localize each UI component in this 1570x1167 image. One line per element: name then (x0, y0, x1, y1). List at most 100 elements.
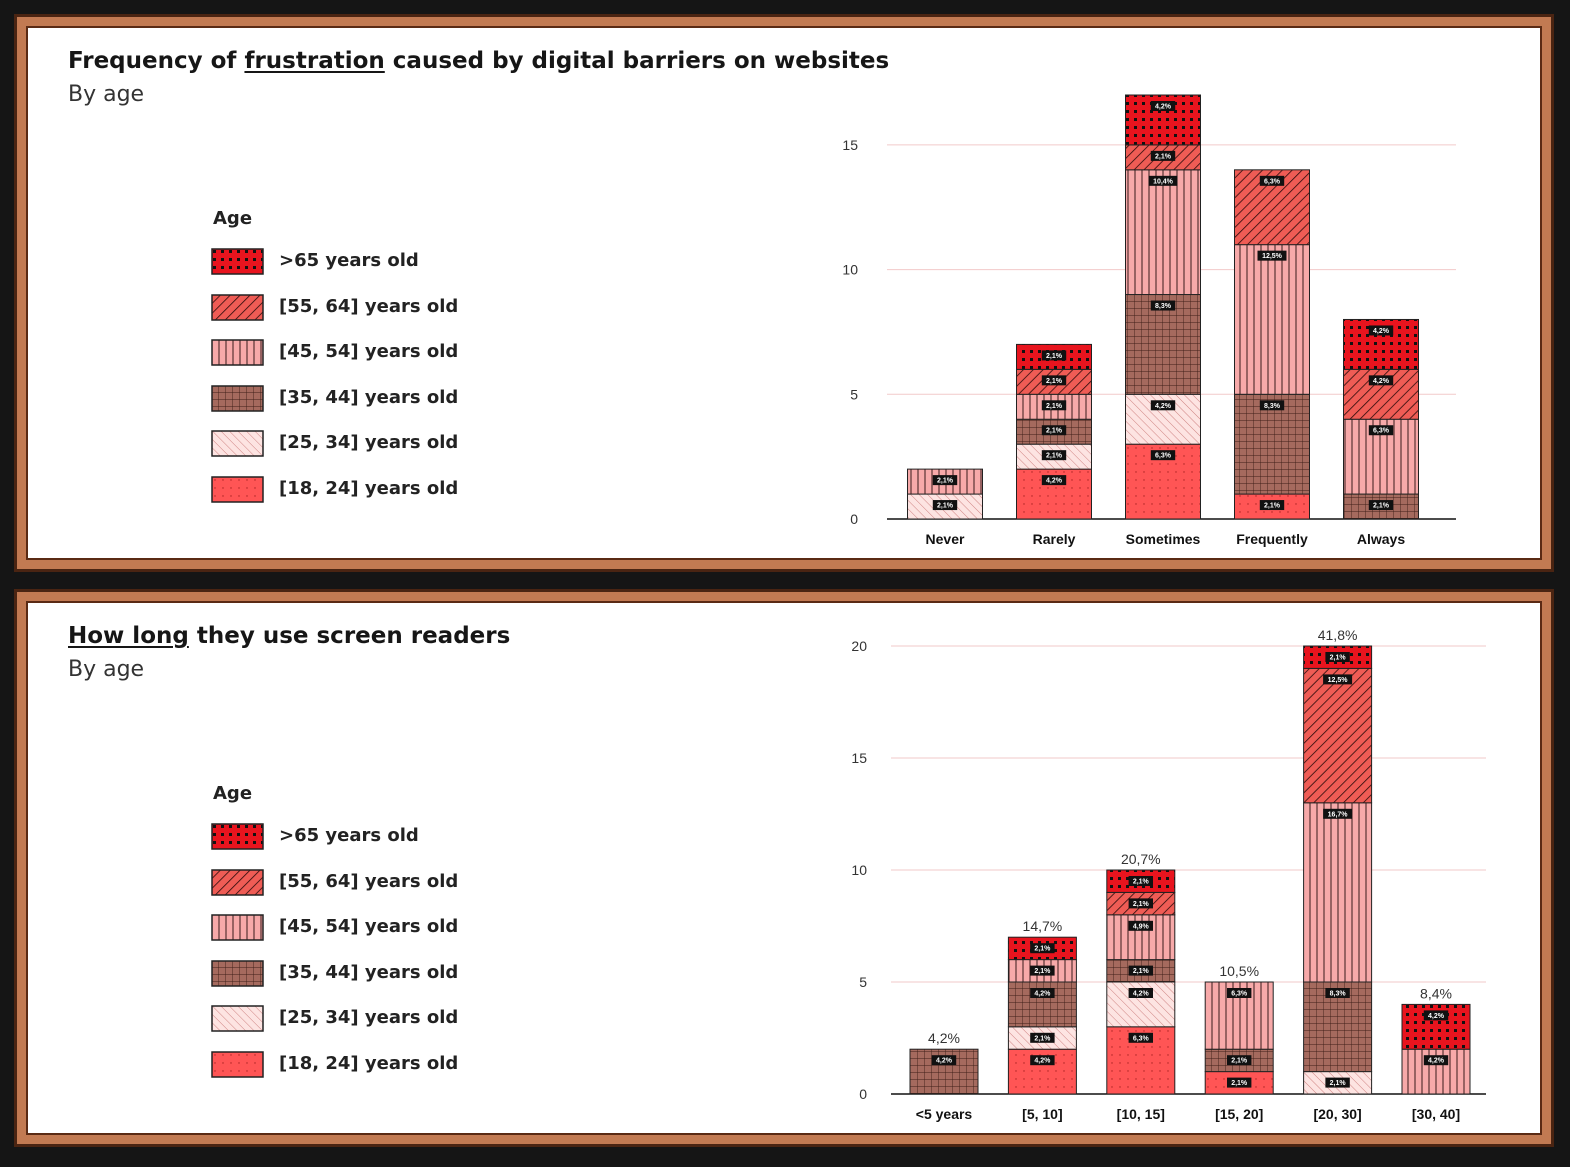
legend-label: [45, 54] years old (279, 916, 459, 937)
segment-label-bg (1368, 500, 1394, 511)
x-tick-label: Frequently (1236, 531, 1308, 547)
segment-label: 2,1% (1046, 453, 1063, 460)
total-label: 14,7% (1023, 918, 1063, 934)
segment-label-bg (1368, 425, 1394, 436)
legend-swatch (211, 1050, 264, 1078)
segment-label-bg (1368, 375, 1394, 386)
legend-label: [18, 24] years old (279, 1052, 459, 1074)
bar-segment (1125, 169, 1201, 296)
legend-label: [55, 64] years old (279, 870, 459, 892)
total-label: 10,5% (1219, 963, 1259, 979)
segment-label: 6,3% (1133, 1035, 1150, 1042)
stacked-bar-chart: 0 5 10 15 20 4,2% 4,2% <5 years 4,2% 2,1% 4,2% 2,1%… (851, 627, 1486, 1122)
segment-label: 2,1% (1046, 353, 1063, 360)
segment-label: 2,1% (1046, 428, 1063, 435)
bar-segment (1303, 802, 1373, 983)
segment-label: 12,5% (1262, 253, 1283, 260)
segment-label: 8,3% (1155, 303, 1172, 310)
legend-swatch (211, 384, 264, 412)
segment-label-bg (1150, 400, 1176, 411)
segment-label-bg (932, 500, 958, 511)
segment-label-bg (1041, 400, 1067, 411)
segment-label: 2,1% (1034, 968, 1051, 975)
segment-label: 4,2% (1373, 378, 1390, 385)
chart-title: Frequency of frustration caused by digit… (68, 48, 889, 74)
title-part: Frequency of (68, 48, 245, 74)
segment-label-bg (1423, 1055, 1449, 1066)
segment-label: 4,2% (1428, 1058, 1445, 1065)
total-label: 8,4% (1420, 985, 1452, 1001)
segment-label-bg (1041, 375, 1067, 386)
legend-swatch (211, 823, 264, 850)
segment-label: 2,1% (1373, 503, 1390, 510)
segment-label: 8,3% (1264, 403, 1281, 410)
segment-label: 6,3% (1264, 178, 1281, 185)
bar-segment (1125, 94, 1201, 146)
segment-label-bg (1323, 808, 1353, 819)
segment-label: 6,3% (1231, 991, 1248, 998)
chart-subtitle: By age (68, 657, 145, 682)
segment-label-bg (1041, 425, 1067, 436)
legend-swatch (211, 959, 264, 987)
legend-swatch (211, 339, 264, 366)
y-tick-label: 15 (842, 137, 858, 153)
legend-label: [45, 54] years old (279, 341, 459, 362)
segment-label: 2,1% (1231, 1058, 1248, 1065)
segment-label-bg (1128, 920, 1153, 931)
segment-label: 4,2% (936, 1058, 953, 1065)
segment-label-bg (1030, 943, 1055, 954)
segment-label: 4,2% (1373, 328, 1390, 335)
segment-label-bg (1128, 965, 1153, 976)
segment-label-bg (1128, 898, 1153, 909)
title-part: they use screen readers (188, 623, 511, 649)
segment-label-bg (1030, 1055, 1055, 1066)
segment-label-bg (1128, 876, 1153, 886)
y-tick-label: 10 (851, 862, 867, 878)
segment-label: 4,9% (1133, 923, 1150, 930)
chart-card: Frequency of frustration caused by digit… (26, 26, 1542, 560)
total-label: 4,2% (928, 1030, 960, 1046)
legend-label: >65 years old (279, 825, 419, 846)
bar-segment (1125, 294, 1201, 395)
x-tick-label: [15, 20] (1215, 1106, 1263, 1122)
segment-label: 8,3% (1330, 991, 1347, 998)
x-tick-label: Rarely (1033, 531, 1076, 547)
segment-label-bg (1325, 652, 1350, 662)
segment-label-bg (1041, 475, 1067, 486)
legend-label: [25, 34] years old (279, 432, 459, 453)
segment-label: 2,1% (1330, 655, 1347, 662)
legend-title: Age (213, 783, 253, 804)
segment-label-bg (1148, 175, 1178, 186)
title-emphasis: frustration (244, 48, 385, 74)
legend-swatch (211, 1005, 264, 1032)
segment-label-bg (1128, 988, 1153, 998)
segment-label: 2,1% (1264, 503, 1281, 510)
segment-label: 2,1% (1046, 403, 1063, 410)
segment-label: 2,1% (1133, 968, 1150, 975)
segment-label: 10,4% (1153, 178, 1174, 185)
legend-label: [25, 34] years old (279, 1007, 459, 1028)
segment-label: 4,2% (1155, 403, 1172, 410)
y-tick-label: 5 (859, 974, 867, 990)
y-tick-label: 20 (851, 638, 867, 654)
segment-label: 2,1% (1155, 153, 1172, 160)
legend-swatch (211, 475, 264, 503)
segment-label-bg (1423, 1010, 1449, 1021)
segment-label: 2,1% (937, 503, 954, 510)
segment-label: 2,1% (1034, 946, 1051, 953)
segment-label-bg (1128, 1032, 1153, 1043)
segment-label-bg (1325, 1077, 1350, 1088)
legend-swatch (211, 293, 264, 321)
segment-label-bg (1259, 500, 1285, 511)
x-tick-label: [30, 40] (1412, 1106, 1460, 1122)
segment-label: 4,2% (1034, 1058, 1051, 1065)
legend-title: Age (213, 208, 253, 229)
segment-label-bg (931, 1055, 957, 1066)
segment-label: 2,1% (1330, 1080, 1347, 1087)
segment-label-bg (1150, 300, 1176, 311)
y-tick-label: 5 (850, 386, 858, 402)
x-tick-label: Sometimes (1126, 531, 1201, 547)
chart-subtitle: By age (68, 82, 145, 107)
x-tick-label: [20, 30] (1313, 1106, 1361, 1122)
segment-label-bg (1325, 988, 1350, 998)
